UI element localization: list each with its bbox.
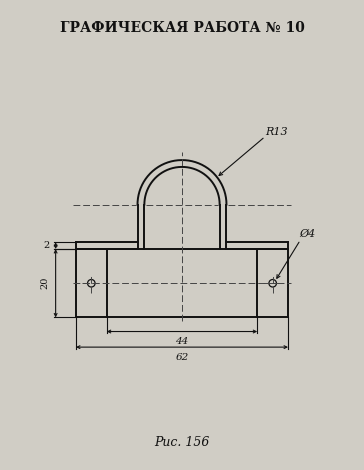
Text: R13: R13: [265, 127, 287, 137]
Text: Ø4: Ø4: [299, 229, 315, 239]
Text: 62: 62: [175, 352, 189, 361]
Text: 20: 20: [40, 277, 49, 290]
Text: ГРАФИЧЕСКАЯ РАБОТА № 10: ГРАФИЧЕСКАЯ РАБОТА № 10: [60, 21, 304, 35]
Text: Рис. 156: Рис. 156: [154, 436, 210, 449]
Text: 44: 44: [175, 337, 189, 346]
Text: 2: 2: [43, 241, 50, 250]
